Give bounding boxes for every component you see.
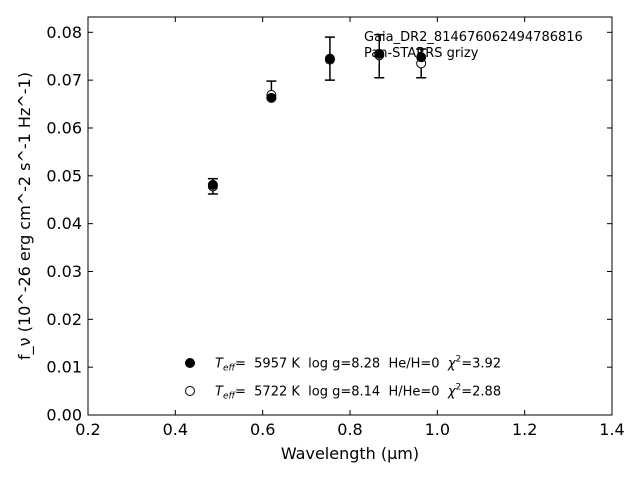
model-point-filled [374, 48, 385, 59]
x-tick-label: 0.4 [163, 420, 188, 439]
x-tick-label: 0.2 [75, 420, 100, 439]
y-tick-label: 0.01 [46, 358, 82, 377]
y-tick-label: 0.05 [46, 166, 82, 185]
model-point-filled [324, 53, 335, 64]
plot-data [207, 33, 427, 195]
y-tick-label: 0.08 [46, 23, 82, 42]
x-tick-label: 1.0 [425, 420, 450, 439]
model-point-filled [207, 179, 218, 190]
x-tick-label: 0.6 [250, 420, 275, 439]
x-tick-label: 0.8 [337, 420, 362, 439]
model-point-filled [416, 52, 427, 63]
axes: 0.2 0.4 0.6 0.8 1.0 1.2 1.4 0.00 0.01 0.02 0.03 0.0… [46, 16, 625, 439]
y-tick-label: 0.00 [46, 406, 82, 425]
y-tick-label: 0.04 [46, 214, 82, 233]
model-point-filled [266, 92, 277, 103]
legend-label-2: Teff= 5722 K log g=8.14 H/He=0 χ2=2.88 [215, 383, 501, 402]
legend-marker-open [185, 386, 195, 396]
y-axis-label: f_ν (10^-26 erg cm^-2 s^-1 Hz^-1) [15, 72, 35, 360]
title-line-1: Gaia_DR2_814676062494786816 [364, 30, 583, 45]
y-tick-label: 0.06 [46, 118, 82, 137]
x-tick-label: 1.2 [512, 420, 537, 439]
y-tick-label: 0.07 [46, 71, 82, 90]
title-block: Gaia_DR2_814676062494786816 Pan-STARRS g… [364, 30, 583, 61]
x-tick-label: 1.4 [599, 420, 624, 439]
title-line-2: Pan-STARRS grizy [364, 46, 479, 61]
legend-label-1: Teff= 5957 K log g=8.28 He/H=0 χ2=3.92 [215, 355, 501, 374]
legend-marker-filled [185, 358, 195, 368]
y-tick-label: 0.03 [46, 262, 82, 281]
y-tick-label: 0.02 [46, 310, 82, 329]
y-axis-title: f_ν (10^-26 erg cm^-2 s^-1 Hz^-1) [15, 72, 35, 360]
legend: Teff= 5957 K log g=8.28 He/H=0 χ2=3.92 T… [185, 355, 501, 402]
x-axis-label: Wavelength (μm) [281, 444, 419, 463]
x-axis-title: Wavelength (μm) [281, 444, 419, 463]
